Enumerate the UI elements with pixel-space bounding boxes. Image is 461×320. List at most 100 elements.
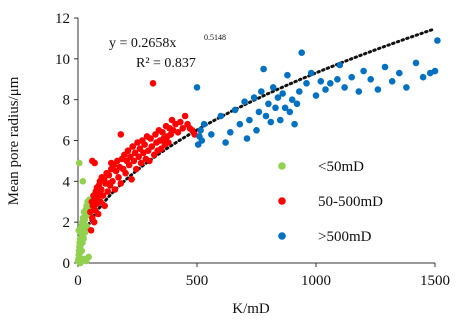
data-point (293, 100, 301, 108)
data-point (388, 78, 396, 85)
data-point (159, 129, 166, 136)
data-point (360, 67, 367, 75)
data-point (267, 118, 275, 126)
data-point (281, 104, 289, 112)
data-point (115, 174, 122, 181)
data-point (243, 135, 251, 142)
data-point (117, 131, 125, 138)
data-point (434, 37, 441, 44)
data-point (137, 159, 145, 167)
legend-marker (278, 232, 286, 240)
data-point (403, 84, 410, 91)
data-point (77, 259, 84, 267)
trendline-equation: y = 0.2658x 0.5148 R² = 0.837 (109, 33, 226, 71)
data-point (241, 98, 248, 105)
data-point (288, 96, 296, 103)
data-point (135, 153, 142, 161)
series-1 (74, 159, 93, 267)
data-point (80, 235, 87, 242)
legend-label: 50-500mD (318, 194, 383, 210)
data-point (250, 94, 258, 101)
data-point (193, 84, 201, 91)
data-point (298, 49, 306, 56)
data-point (327, 80, 334, 87)
legend-label: >500mD (318, 229, 372, 245)
data-point (277, 116, 284, 124)
y-tick-label: 12 (55, 11, 70, 27)
data-point (147, 135, 154, 142)
data-point (374, 86, 382, 93)
data-point (222, 139, 229, 146)
data-point (303, 80, 310, 87)
data-point (174, 129, 182, 136)
data-point (262, 112, 270, 120)
data-point (99, 192, 107, 199)
data-point (246, 116, 253, 124)
data-point (90, 218, 98, 226)
data-point (322, 86, 329, 93)
data-point (98, 186, 105, 193)
series-3 (193, 37, 441, 148)
legend-marker (278, 162, 286, 170)
data-point (83, 223, 91, 230)
data-point (260, 65, 267, 73)
x-axis-ticks: 0 500 1000 1500 (74, 263, 450, 289)
x-tick-label: 1000 (301, 273, 331, 289)
data-point (419, 73, 427, 81)
data-point (200, 120, 208, 128)
data-point (231, 106, 239, 114)
data-point (336, 61, 344, 69)
legend-label: <50mD (318, 159, 364, 175)
data-point (284, 71, 291, 79)
data-point (197, 127, 204, 134)
data-point (348, 73, 356, 81)
data-point (179, 125, 186, 132)
data-point (227, 129, 234, 136)
data-point (141, 141, 148, 148)
data-point (312, 92, 320, 99)
y-tick-label: 6 (63, 134, 71, 150)
y-axis-title: Mean pore radius/μm (6, 76, 22, 205)
x-tick-label: 500 (186, 273, 209, 289)
data-point (124, 147, 132, 154)
equation-text: y = 0.2658x (109, 36, 176, 51)
data-point (81, 229, 89, 236)
data-point (133, 165, 140, 173)
legend-marker (278, 197, 286, 205)
data-point (341, 84, 348, 91)
y-tick-label: 4 (63, 174, 71, 190)
data-point (148, 143, 156, 150)
data-point (165, 139, 172, 146)
data-point (105, 180, 113, 187)
data-point (291, 120, 298, 128)
data-point (272, 104, 279, 112)
data-point (78, 247, 86, 255)
plot-frame (77, 18, 435, 264)
data-point (334, 76, 341, 83)
data-point (296, 88, 303, 95)
data-point (396, 69, 403, 77)
data-point (104, 188, 112, 195)
data-point (128, 176, 135, 183)
data-point (236, 120, 244, 128)
data-point (217, 112, 225, 120)
data-point (111, 186, 119, 193)
x-axis-title: K/mD (232, 301, 270, 317)
y-tick-label: 10 (55, 52, 70, 68)
r-squared-text: R² = 0.837 (136, 56, 196, 71)
data-point (122, 169, 129, 177)
series-2 (87, 80, 198, 234)
data-point (279, 90, 287, 97)
equation-exponent: 0.5148 (204, 33, 226, 42)
data-point (258, 88, 265, 95)
data-point (208, 131, 215, 138)
data-point (101, 202, 108, 210)
data-point (130, 157, 138, 165)
data-point (97, 198, 104, 206)
data-point (412, 59, 420, 67)
data-point (317, 78, 325, 85)
data-points-layer (74, 37, 441, 267)
data-point (75, 227, 82, 234)
data-point (431, 67, 439, 75)
